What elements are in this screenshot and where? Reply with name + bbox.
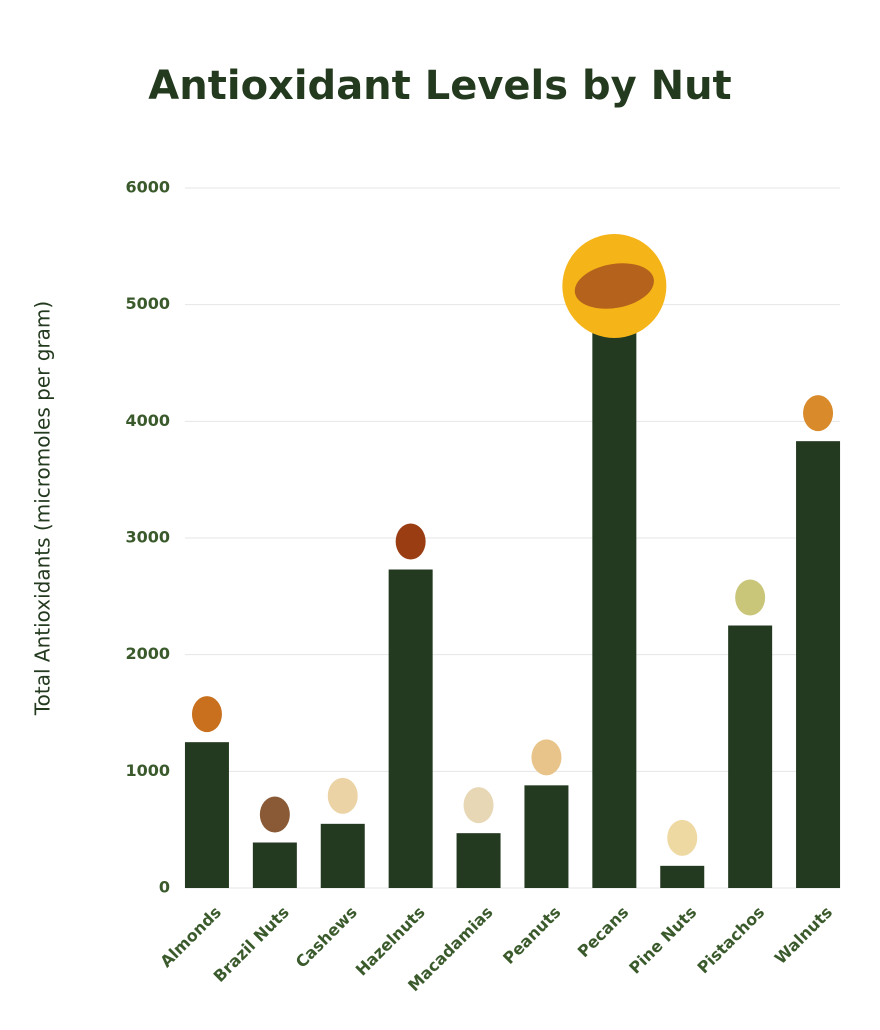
x-tick-label: Peanuts	[499, 903, 564, 968]
bar	[592, 293, 637, 888]
bar	[184, 742, 229, 888]
y-axis-label: Total Antioxidants (micromoles per gram)	[31, 301, 55, 716]
nut-icon	[327, 777, 358, 814]
x-tick-label: Cashews	[292, 903, 361, 972]
x-tick-label: Almonds	[156, 903, 225, 972]
x-tick-label: Pistachos	[694, 903, 769, 978]
bar	[796, 441, 841, 888]
bar	[524, 785, 569, 888]
y-tick-label: 3000	[125, 528, 170, 547]
y-tick-label: 2000	[125, 644, 170, 663]
y-tick-label: 1000	[125, 761, 170, 780]
nut-icon	[667, 819, 698, 856]
y-tick-label: 5000	[125, 294, 170, 313]
chart-title: Antioxidant Levels by Nut	[148, 63, 731, 109]
nut-icon	[191, 696, 222, 733]
x-tick-label: Pine Nuts	[625, 903, 700, 978]
bar	[728, 625, 773, 888]
bar	[456, 833, 501, 888]
bar	[252, 842, 297, 888]
y-tick-label: 0	[159, 878, 170, 897]
bar	[388, 569, 433, 888]
nut-icon	[463, 787, 494, 824]
bar	[660, 865, 705, 888]
nut-icon	[803, 395, 834, 432]
nut-icon	[735, 579, 766, 616]
nut-icon	[395, 523, 426, 560]
bar	[320, 823, 365, 888]
nut-icon	[574, 263, 654, 309]
y-tick-label: 6000	[125, 178, 170, 197]
x-tick-label: Pecans	[574, 903, 633, 962]
nut-icon	[531, 739, 562, 776]
y-tick-label: 4000	[125, 411, 170, 430]
x-tick-label: Walnuts	[771, 903, 836, 968]
nut-icon	[259, 796, 290, 833]
